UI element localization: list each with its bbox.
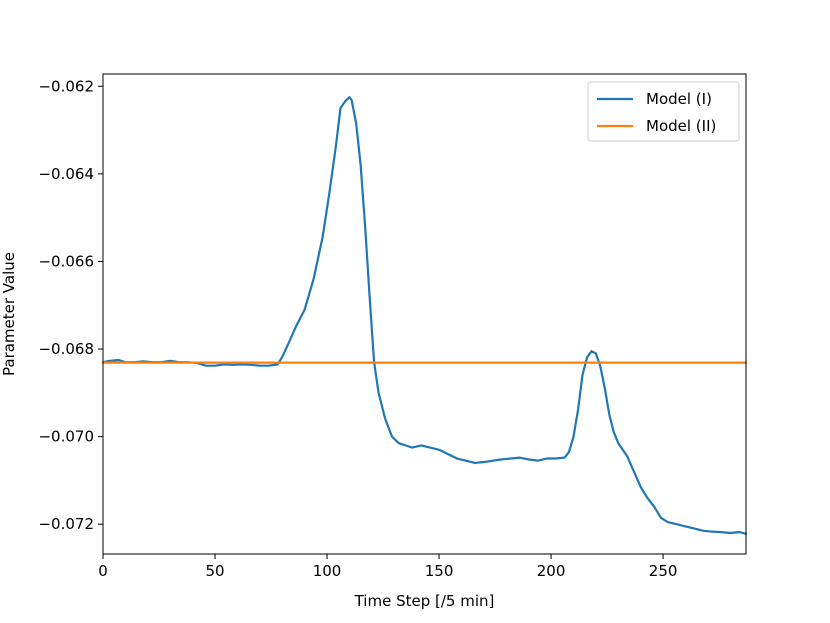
x-tick-label: 150 <box>425 562 454 580</box>
legend-label-1: Model (I) <box>646 90 712 108</box>
y-tick-label: −0.066 <box>38 252 94 270</box>
legend: Model (I) Model (II) <box>587 81 740 142</box>
plot-frame <box>102 73 747 555</box>
legend-label-2: Model (II) <box>646 117 716 135</box>
x-tick-label: 100 <box>313 562 342 580</box>
plot-area-background <box>103 74 746 554</box>
y-tick-label: −0.072 <box>38 515 94 533</box>
series-layer <box>101 96 748 535</box>
y-axis-label: Parameter Value <box>0 252 18 376</box>
y-tick-label: −0.068 <box>38 340 94 358</box>
y-tick-label: −0.070 <box>38 428 94 446</box>
series-line-1 <box>101 96 748 535</box>
x-tick-label: 200 <box>537 562 566 580</box>
y-tick-label: −0.062 <box>38 77 94 95</box>
ticks-layer: 0 50 100 150 200 250 −0.072 −0.070 −0.068 −0.066 −… <box>38 77 677 580</box>
x-tick-label: 0 <box>98 562 108 580</box>
x-tick-label: 50 <box>205 562 224 580</box>
x-axis-label: Time Step [/5 min] <box>354 592 495 610</box>
x-tick-label: 250 <box>649 562 678 580</box>
y-tick-label: −0.064 <box>38 165 94 183</box>
